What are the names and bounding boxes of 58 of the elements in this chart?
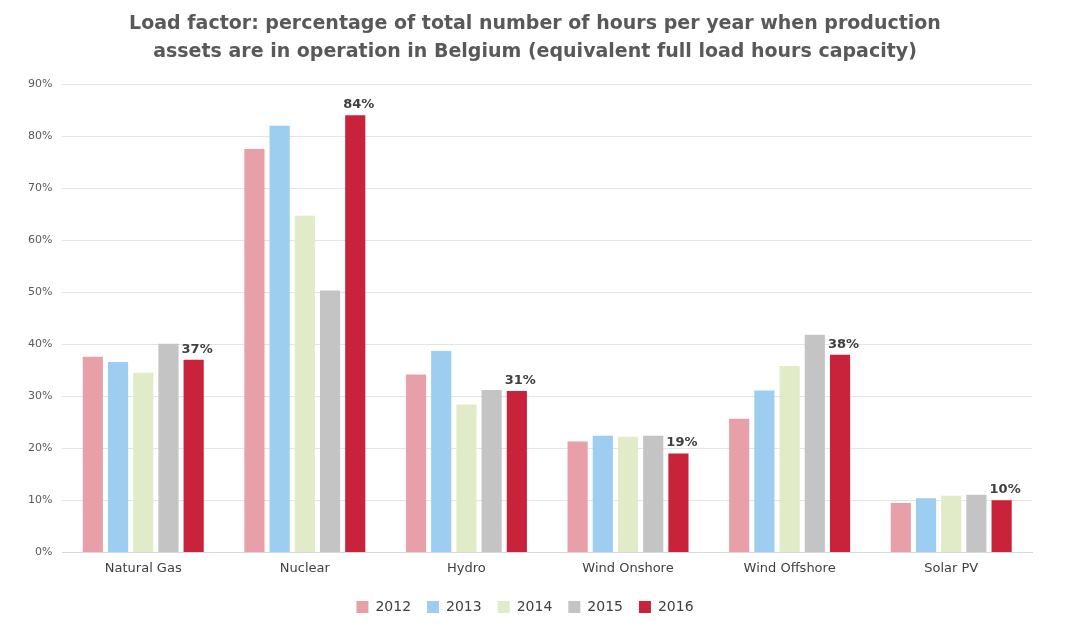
legend-label: 2013 [446, 597, 482, 614]
bar [829, 354, 851, 552]
bar [779, 366, 800, 552]
x-tick-label: Nuclear [279, 559, 331, 575]
y-tick-label: 40% [28, 337, 53, 351]
bar [506, 391, 527, 552]
bar [915, 498, 937, 552]
legend-label: 2012 [375, 597, 412, 614]
data-label: 10% [989, 481, 1021, 497]
bar [133, 372, 154, 552]
bar [941, 495, 962, 552]
bar [617, 436, 639, 552]
bar [729, 418, 750, 552]
data-label: 31% [504, 371, 536, 387]
bar [481, 390, 502, 552]
bar [754, 390, 775, 552]
legend-label: 2014 [516, 597, 553, 614]
y-tick-label: 60% [28, 232, 53, 246]
bar [107, 361, 129, 552]
y-tick-label: 20% [28, 441, 53, 455]
bar [319, 290, 341, 552]
bar [82, 356, 103, 552]
bar [890, 502, 911, 552]
bar [966, 494, 987, 552]
bar [431, 350, 452, 552]
y-tick-label: 70% [28, 180, 53, 194]
bar [294, 215, 315, 552]
bar [592, 435, 613, 552]
bar [991, 500, 1012, 552]
bar [158, 343, 179, 552]
data-label: 19% [666, 434, 698, 450]
data-label: 84% [343, 96, 375, 112]
y-tick-label: 30% [28, 389, 53, 403]
bar [244, 149, 265, 552]
x-tick-label: Natural Gas [104, 559, 182, 575]
y-tick-label: 80% [28, 128, 53, 142]
bar [269, 125, 290, 552]
bar [804, 334, 825, 552]
y-tick-label: 0% [35, 545, 53, 559]
bar [405, 374, 427, 552]
bar [183, 359, 204, 552]
y-tick-label: 10% [28, 493, 53, 507]
y-tick-label: 90% [28, 76, 53, 90]
data-label: 38% [827, 335, 860, 351]
bar [345, 115, 366, 552]
y-tick-label: 50% [28, 285, 53, 299]
bar [456, 404, 477, 552]
x-tick-label: Solar PV [924, 559, 979, 575]
x-tick-label: Wind Offshore [743, 559, 836, 575]
x-tick-label: Wind Onshore [582, 559, 674, 575]
bar [567, 441, 588, 552]
x-tick-label: Hydro [447, 559, 486, 575]
legend-label: 2015 [587, 597, 623, 614]
legend-label: 2016 [657, 597, 694, 614]
data-label: 37% [181, 340, 213, 356]
bar [643, 435, 664, 552]
bar [668, 453, 689, 552]
chart-title: Load factor: percentage of total number of hours per year when production assets are in operation in Belgium (equivalent full load hours capacity) [128, 10, 942, 63]
